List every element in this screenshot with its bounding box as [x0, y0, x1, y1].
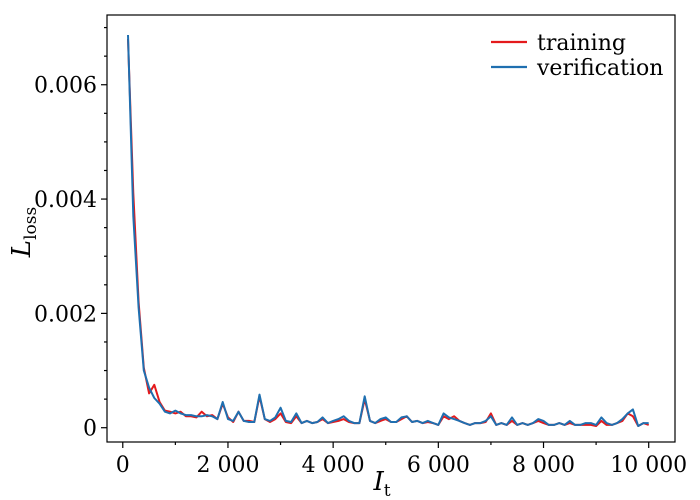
y-tick-label: 0.002: [34, 302, 97, 327]
x-tick-label: 2 000: [196, 453, 259, 478]
x-tick-label: 4 000: [302, 453, 365, 478]
plot-lines: [127, 34, 650, 427]
y-tick-label: 0.004: [34, 188, 97, 213]
legend-label-verification: verification: [536, 56, 663, 81]
x-tick-label: 6 000: [407, 453, 470, 478]
plot-frame: [106, 14, 676, 443]
legend: training verification: [491, 31, 663, 81]
x-axis-title: It: [372, 467, 390, 500]
series-line-training: [127, 38, 650, 427]
x-tick-label: 8 000: [512, 453, 575, 478]
x-tick-label: 10 000: [610, 453, 687, 478]
y-axis-ticks: 0 0.002 0.004 0.006: [34, 26, 107, 442]
y-tick-label: 0: [83, 417, 97, 442]
y-axis-title-sub: loss: [21, 207, 41, 240]
series-line-verification: [127, 34, 649, 427]
x-tick-label: 0: [116, 453, 130, 478]
x-axis-title-sub: t: [384, 481, 391, 500]
y-axis-title: Lloss: [7, 207, 41, 258]
y-axis-title-main: L: [7, 240, 37, 258]
x-axis-title-main: I: [372, 467, 384, 497]
legend-label-training: training: [537, 31, 626, 56]
y-tick-label: 0.006: [34, 74, 97, 99]
x-axis-ticks: 0 2 000 4 000 6 000 8 000 10 000: [116, 442, 687, 478]
